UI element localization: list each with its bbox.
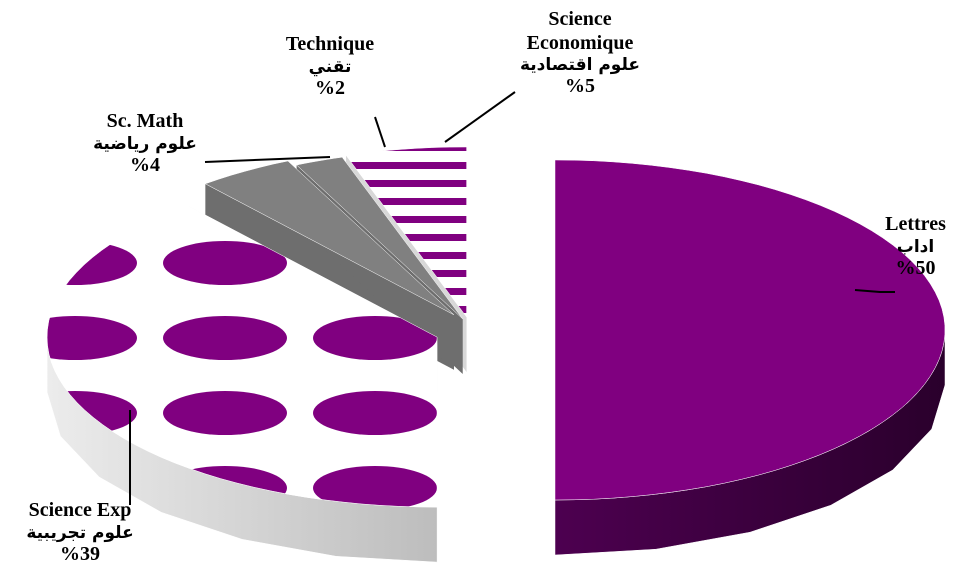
pie-slice-science-exp	[46, 205, 438, 563]
label-technique: Technique تقني %2	[285, 33, 375, 99]
label-science-economique: Science Economique علوم اقتصادية %5	[519, 8, 641, 98]
label-sc-math: Sc. Math علوم رياضية %4	[93, 110, 197, 176]
pie-slice-lettres	[554, 159, 946, 556]
leader-science-economique	[444, 91, 516, 143]
leader-lettres	[854, 289, 895, 293]
label-science-exp: Science Exp علوم تجريبية %39	[26, 499, 134, 565]
leader-technique	[374, 116, 386, 148]
leader-sc-math	[204, 156, 331, 163]
label-lettres: Lettres اداب %50	[885, 213, 946, 279]
